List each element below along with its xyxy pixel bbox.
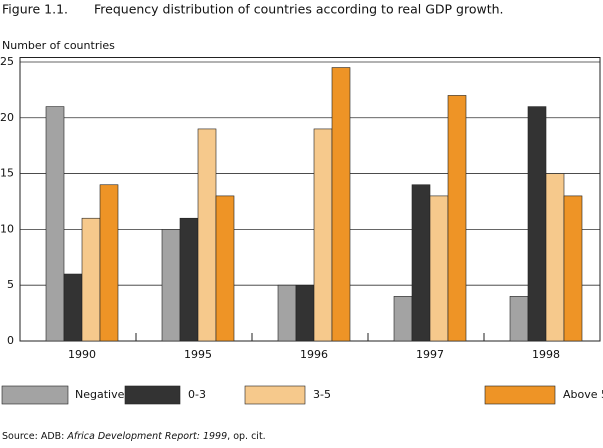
y-tick-label: 25: [0, 55, 14, 68]
bar: [81, 217, 101, 342]
bar: [331, 67, 351, 342]
y-tick-label: 15: [0, 167, 14, 180]
legend-label: Above 5: [563, 388, 603, 401]
y-tick-label: 10: [0, 222, 14, 235]
x-tick-label: 1995: [184, 348, 212, 361]
source-note: Source: ADB: Africa Development Report: …: [2, 431, 266, 442]
y-tick-label: 20: [0, 111, 14, 124]
bar: [509, 296, 529, 342]
bar: [393, 296, 413, 342]
legend-label: Negative: [75, 388, 125, 401]
y-tick-label: 0: [7, 334, 14, 347]
bar: [563, 195, 583, 342]
bar: [63, 273, 83, 342]
legend-swatch: [1, 385, 69, 405]
y-axis-label: Number of countries: [2, 39, 115, 52]
legend-label: 0-3: [188, 388, 206, 401]
bar: [411, 184, 431, 342]
bar: [295, 284, 315, 342]
x-tick-label: 1998: [532, 348, 560, 361]
source-prefix: Source: ADB:: [2, 431, 67, 442]
legend-swatch: [484, 385, 556, 405]
bar: [179, 217, 199, 342]
source-italic: Africa Development Report: 1999: [66, 431, 227, 442]
bar: [215, 195, 235, 342]
y-tick-label: 5: [7, 278, 14, 291]
source-suffix: , op. cit.: [227, 431, 266, 442]
bar: [545, 173, 565, 342]
bar: [99, 184, 119, 342]
bar: [313, 128, 333, 342]
bar: [447, 95, 467, 342]
figure-label: Figure 1.1.: [2, 2, 68, 17]
bar: [429, 195, 449, 342]
legend-swatch: [124, 385, 181, 405]
bar: [161, 229, 181, 342]
chart-title: Frequency distribution of countries acco…: [94, 2, 504, 17]
bar: [277, 284, 297, 342]
bar: [45, 106, 65, 342]
legend-swatch: [244, 385, 306, 405]
legend-label: 3-5: [313, 388, 331, 401]
x-tick-label: 1997: [416, 348, 444, 361]
x-tick-label: 1996: [300, 348, 328, 361]
bar: [197, 128, 217, 342]
bar: [527, 106, 547, 342]
x-tick-label: 1990: [68, 348, 96, 361]
